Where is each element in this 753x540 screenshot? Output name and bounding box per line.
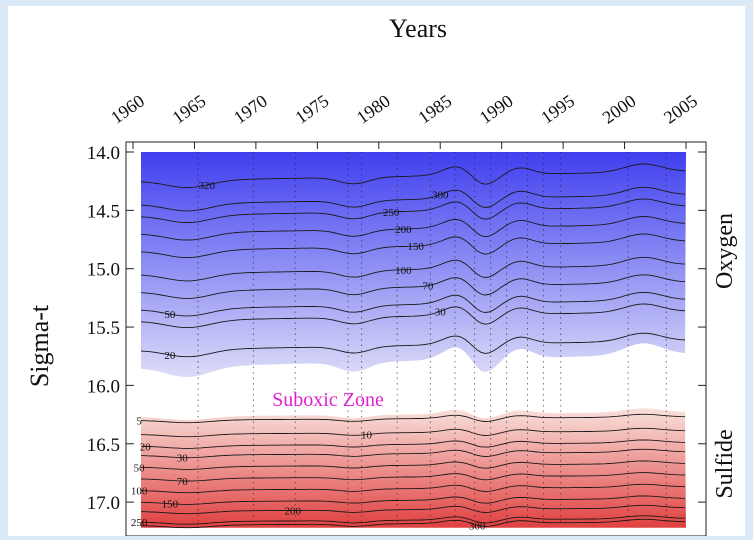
- x-tick-label: 1960: [107, 91, 148, 128]
- right-label-oxygen: Oxygen: [712, 213, 738, 289]
- y-tick-label: 16.5: [87, 435, 120, 456]
- sulfide-contour-label: 200: [285, 505, 302, 517]
- x-tick-label: 1995: [537, 91, 578, 128]
- oxygen-contour-line: [140, 303, 686, 329]
- oxygen-contour-label: 30: [435, 306, 447, 318]
- x-axis-label: Years: [389, 14, 447, 43]
- sulfide-contour-label: 30: [177, 453, 189, 465]
- sulfide-contour-line: [141, 504, 686, 515]
- oxygen-contour-label: 70: [422, 281, 434, 293]
- y-tick-label: 15.5: [87, 318, 120, 339]
- y-axis: 14.0 14.5 15.0 15.5 16.0 16.5 17.0: [87, 143, 134, 514]
- sulfide-contour-line: [140, 448, 686, 459]
- y-tick-label: 14.0: [87, 143, 120, 164]
- sulfide-contour-label: 70: [177, 476, 189, 488]
- x-tick-label: 1965: [169, 91, 210, 128]
- x-tick-label: 1970: [230, 91, 271, 128]
- sulfide-contour-line: [140, 413, 686, 424]
- y-tick-label: 16.0: [87, 376, 120, 397]
- y-tick-label: 17.0: [87, 493, 120, 514]
- sulfide-contour-group: 5 10 20 30 50 70 100 150 200 250 300: [131, 413, 686, 532]
- sulfide-contour-label: 50: [134, 462, 146, 474]
- sulfide-region: [141, 408, 686, 528]
- x-tick-label: 1990: [476, 91, 517, 128]
- oxygen-contour-group: 320 300 250 200 150 100 70 50 30 20: [140, 163, 686, 362]
- oxygen-contour-label: 300: [432, 190, 449, 202]
- oxygen-contour-line: [140, 332, 686, 358]
- sulfide-contour-line: [140, 483, 686, 494]
- contour-chart: 320 300 250 200 150 100 70 50 30 20 5 10 20 30 50 70 10…: [25, 14, 738, 536]
- oxygen-contour-line: [140, 256, 686, 282]
- x-tick-label: 2000: [599, 91, 640, 128]
- oxygen-contour-label: 150: [407, 241, 424, 253]
- oxygen-contour-label: 100: [395, 265, 412, 277]
- sulfide-contour-line: [140, 427, 686, 438]
- x-axis: 1960 1965 1970 1975 1980 1985 1990 1995 2000 2005: [107, 91, 701, 149]
- sulfide-contour-label: 10: [361, 430, 373, 442]
- oxygen-contour-line: [140, 233, 686, 259]
- oxygen-contour-label: 250: [383, 207, 400, 219]
- sulfide-contour-label: 150: [162, 499, 179, 511]
- oxygen-contour-line: [140, 291, 686, 317]
- sulfide-contour-line: [140, 472, 686, 482]
- zone-label: Suboxic Zone: [272, 389, 384, 411]
- plot-frame: [125, 141, 707, 536]
- x-tick-label: 1975: [291, 91, 332, 128]
- fill-regions: [141, 152, 686, 528]
- oxygen-contour-label: 200: [395, 224, 412, 236]
- sulfide-contour-label: 300: [469, 520, 486, 532]
- sulfide-contour-label: 250: [131, 517, 148, 529]
- sulfide-contour-line: [141, 515, 686, 525]
- sulfide-contour-label: 20: [140, 441, 152, 453]
- sulfide-contour-line: [140, 495, 686, 505]
- x-tick-label: 2005: [660, 91, 701, 128]
- oxygen-contour-line: [140, 163, 686, 188]
- sulfide-contour-label: 5: [136, 416, 142, 428]
- oxygen-contour-line: [140, 198, 686, 223]
- oxygen-contour-label: 20: [164, 350, 176, 362]
- right-label-sulfide: Sulfide: [712, 429, 738, 498]
- oxygen-contour-line: [140, 216, 686, 241]
- oxygen-contour-line: [140, 186, 686, 212]
- sulfide-contour-line: [140, 518, 686, 529]
- sulfide-contour-label: 100: [131, 486, 148, 498]
- right-axis: [698, 151, 706, 503]
- x-tick-label: 1980: [353, 91, 394, 128]
- oxygen-contour-label: 50: [164, 309, 176, 321]
- y-tick-label: 14.5: [87, 201, 120, 222]
- sulfide-contour-line: [140, 439, 686, 449]
- y-tick-label: 15.0: [87, 260, 120, 281]
- y-axis-label: Sigma-t: [25, 304, 54, 387]
- x-tick-label: 1985: [414, 91, 455, 128]
- chart-panel: 320 300 250 200 150 100 70 50 30 20 5 10 20 30 50 70 10…: [8, 6, 745, 536]
- oxygen-contour-line: [140, 274, 686, 299]
- oxygen-contour-label: 320: [198, 180, 215, 192]
- oxygen-region: [141, 152, 686, 377]
- sulfide-contour-line: [140, 460, 686, 470]
